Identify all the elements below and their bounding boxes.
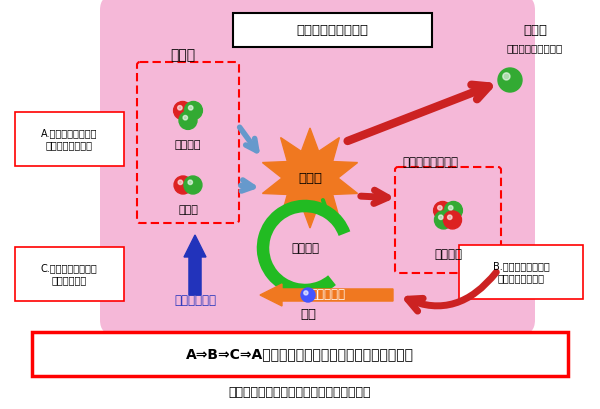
FancyBboxPatch shape bbox=[15, 247, 124, 301]
Circle shape bbox=[179, 111, 197, 129]
Polygon shape bbox=[184, 235, 206, 295]
Circle shape bbox=[174, 176, 192, 194]
Circle shape bbox=[184, 101, 202, 119]
Circle shape bbox=[445, 202, 463, 220]
Text: 核融合発電プラズマ: 核融合発電プラズマ bbox=[296, 23, 368, 36]
Circle shape bbox=[439, 215, 443, 220]
Text: 電子: 電子 bbox=[300, 308, 316, 321]
Circle shape bbox=[434, 202, 452, 220]
Text: A.核融合反応による
エネルギーの生成: A.核融合反応による エネルギーの生成 bbox=[41, 128, 97, 150]
Text: （発電・燃料生産）: （発電・燃料生産） bbox=[507, 43, 563, 53]
Text: C.高温の電子による
イオンの加熱: C.高温の電子による イオンの加熱 bbox=[41, 263, 97, 285]
FancyArrowPatch shape bbox=[407, 272, 496, 311]
Circle shape bbox=[173, 101, 191, 119]
Circle shape bbox=[178, 106, 182, 110]
Circle shape bbox=[301, 288, 315, 302]
Polygon shape bbox=[262, 128, 358, 228]
Circle shape bbox=[448, 215, 452, 220]
Circle shape bbox=[304, 291, 308, 295]
Text: 図１　将来の核融合発電プラズマの原理図: 図１ 将来の核融合発電プラズマの原理図 bbox=[229, 387, 371, 400]
Circle shape bbox=[434, 211, 452, 229]
Text: 高エネルギー粒子: 高エネルギー粒子 bbox=[402, 155, 458, 169]
Circle shape bbox=[184, 176, 202, 194]
Text: A⇒B⇒C⇒Aのループを回すことで核融合発電が実現: A⇒B⇒C⇒Aのループを回すことで核融合発電が実現 bbox=[186, 347, 414, 361]
Text: イオン: イオン bbox=[170, 48, 196, 62]
Text: 三重水素: 三重水素 bbox=[175, 140, 201, 150]
Text: B.高エネルギー粒子
による電子の加熱: B.高エネルギー粒子 による電子の加熱 bbox=[493, 261, 550, 283]
Circle shape bbox=[183, 115, 188, 120]
FancyBboxPatch shape bbox=[100, 0, 535, 335]
Circle shape bbox=[188, 180, 193, 184]
FancyBboxPatch shape bbox=[459, 245, 583, 299]
Text: 持続燃焼: 持続燃焼 bbox=[291, 241, 319, 254]
Circle shape bbox=[503, 73, 510, 80]
Text: 重水素: 重水素 bbox=[178, 205, 198, 215]
Text: 核融合: 核融合 bbox=[298, 171, 322, 184]
Text: 中性子: 中性子 bbox=[523, 23, 547, 36]
FancyBboxPatch shape bbox=[15, 112, 124, 166]
Circle shape bbox=[188, 106, 193, 110]
Text: イオンを加熱: イオンを加熱 bbox=[174, 294, 216, 306]
Circle shape bbox=[443, 211, 461, 229]
Circle shape bbox=[178, 180, 182, 184]
Circle shape bbox=[498, 68, 522, 92]
Polygon shape bbox=[260, 284, 393, 306]
FancyBboxPatch shape bbox=[233, 13, 432, 47]
FancyBboxPatch shape bbox=[32, 332, 568, 376]
Circle shape bbox=[437, 206, 442, 210]
Circle shape bbox=[448, 206, 453, 210]
Text: 電子を加熱: 電子を加熱 bbox=[311, 288, 346, 301]
Text: ヘリウム: ヘリウム bbox=[434, 249, 462, 261]
